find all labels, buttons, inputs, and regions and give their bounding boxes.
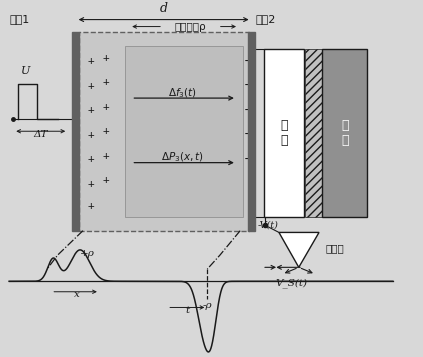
Text: x: x [74,290,80,299]
Text: +: + [103,77,110,87]
Polygon shape [279,232,319,267]
Text: +: + [88,56,95,66]
Text: +: + [88,105,95,115]
Text: t: t [185,306,190,315]
Bar [248,32,255,231]
Text: U: U [21,66,31,76]
Text: ΔT: ΔT [33,130,48,139]
Text: −: − [244,153,255,166]
Text: +: + [88,178,95,188]
Text: d: d [159,2,168,15]
Text: $\Delta f_3(t)$: $\Delta f_3(t)$ [168,86,196,100]
Text: −: − [244,104,255,117]
Text: 电极2: 电极2 [256,14,276,24]
Text: 传感器: 传感器 [325,243,344,253]
Bar [79,32,250,231]
Text: +: + [103,126,110,136]
Text: 吸
收: 吸 收 [341,119,349,147]
Text: V_S(t): V_S(t) [276,278,308,288]
Text: 电极1: 电极1 [9,14,29,24]
Text: +: + [88,81,95,91]
Text: 空间电荷ρ: 空间电荷ρ [175,21,206,31]
Text: −: − [244,79,255,92]
Text: 延
时: 延 时 [280,119,288,147]
Text: +: + [103,102,110,112]
Bar [322,49,368,217]
Bar [305,49,322,217]
Text: −: − [244,55,255,68]
Bar [264,49,304,217]
Text: +: + [88,130,95,140]
Text: +: + [88,201,95,211]
Text: -ρ: -ρ [203,301,212,310]
Text: +: + [103,53,110,63]
Bar [125,46,243,217]
Text: +ρ: +ρ [80,249,95,258]
Text: -V(t): -V(t) [258,221,279,230]
Text: +: + [103,175,110,185]
Text: −: − [244,128,255,141]
Text: +: + [88,154,95,164]
Text: +: + [103,151,110,161]
Text: $\Delta P_3(x,t)$: $\Delta P_3(x,t)$ [160,151,203,164]
Bar [72,32,79,231]
